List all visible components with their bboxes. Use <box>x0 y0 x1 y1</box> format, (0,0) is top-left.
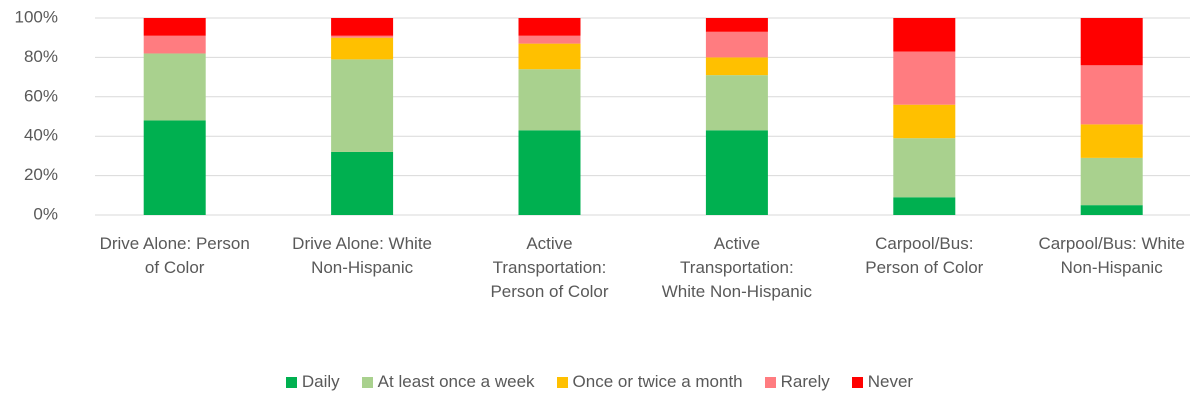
legend-item: Rarely <box>764 372 830 392</box>
y-tick-label: 0% <box>33 204 58 223</box>
bar-segment <box>893 104 956 139</box>
x-tick-label: Carpool/Bus: White Non-Hispanic <box>1038 234 1185 277</box>
bar-segment <box>705 75 768 131</box>
legend-label: Rarely <box>780 372 830 391</box>
bar-segment <box>705 130 768 215</box>
bar-segment <box>331 151 394 215</box>
legend-swatch <box>851 376 863 388</box>
bar-segment <box>518 69 581 131</box>
x-tick-label: Active Transportation: Person of Color <box>490 234 609 301</box>
x-tick-label: Active Transportation: White Non-Hispani… <box>661 234 812 301</box>
bar-segment <box>1080 205 1143 215</box>
x-tick-label: Drive Alone: White Non-Hispanic <box>292 234 433 277</box>
y-tick-label: 60% <box>24 86 58 105</box>
bar-segment <box>331 37 394 60</box>
bar-segment <box>331 35 394 38</box>
legend-label: Once or twice a month <box>572 372 743 391</box>
bar-segment <box>518 18 581 36</box>
legend-swatch <box>361 376 373 388</box>
bar-segment <box>893 197 956 215</box>
bar-segment <box>143 35 206 54</box>
bar-segment <box>143 53 206 121</box>
legend-item: Never <box>851 372 914 392</box>
bar-segment <box>331 18 394 36</box>
bar-segment <box>705 57 768 76</box>
legend-item: At least once a week <box>361 372 535 392</box>
x-tick-label: Drive Alone: Person of Color <box>99 234 250 277</box>
y-tick-label: 20% <box>24 165 58 184</box>
bar-segment <box>518 35 581 44</box>
legend-label: Never <box>867 372 914 391</box>
bar-segment <box>518 43 581 70</box>
y-tick-label: 80% <box>24 47 58 66</box>
bar-segment <box>705 31 768 58</box>
bar-segment <box>1080 65 1143 125</box>
legend-swatch <box>285 376 297 388</box>
bar-segment <box>143 18 206 36</box>
bar-segment <box>331 59 394 152</box>
y-tick-label: 40% <box>24 126 58 145</box>
legend-swatch <box>556 376 568 388</box>
bar-segment <box>893 51 956 105</box>
bar-segment <box>1080 157 1143 206</box>
legend-item: Once or twice a month <box>556 372 743 392</box>
bar-segment <box>705 18 768 32</box>
legend-label: At least once a week <box>377 372 535 391</box>
legend-swatch <box>764 376 776 388</box>
bar-segment <box>1080 124 1143 158</box>
bar-segment <box>518 130 581 215</box>
legend: Daily At least once a week Once or twice a… <box>0 372 1199 392</box>
legend-item: Daily <box>285 372 340 392</box>
bar-segment <box>893 18 956 52</box>
bar-segment <box>1080 18 1143 66</box>
x-tick-label: Carpool/Bus: Person of Color <box>865 234 984 277</box>
bar-segment <box>893 138 956 198</box>
y-tick-label: 100% <box>15 7 58 26</box>
bar-segment <box>143 120 206 215</box>
legend-label: Daily <box>301 372 340 391</box>
